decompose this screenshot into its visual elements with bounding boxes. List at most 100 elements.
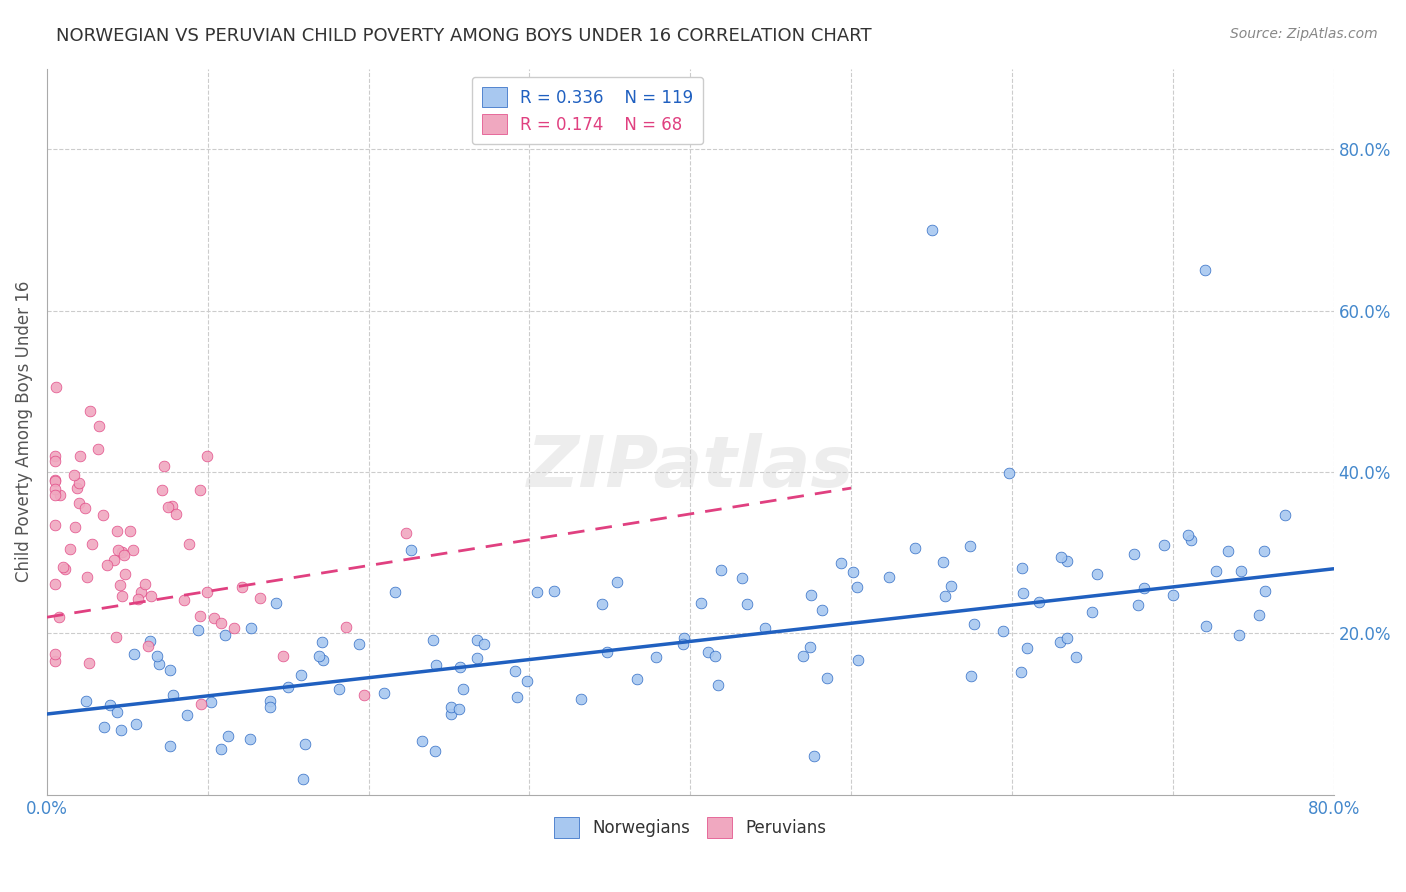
Point: [134, 577, 156, 591]
Point: [384, 585, 406, 599]
Point: [815, 671, 838, 685]
Point: [152, 459, 174, 474]
Point: [44, 449, 66, 463]
Point: [1123, 547, 1146, 561]
Point: [73, 501, 96, 516]
Point: [136, 639, 159, 653]
Point: [440, 700, 463, 714]
Point: [904, 541, 927, 555]
Point: [249, 591, 271, 606]
Point: [1194, 263, 1216, 277]
Point: [108, 578, 131, 592]
Point: [125, 717, 148, 731]
Point: [1216, 543, 1239, 558]
Point: [53, 562, 76, 576]
Point: [162, 688, 184, 702]
Point: [209, 742, 232, 756]
Point: [465, 633, 488, 648]
Point: [79, 656, 101, 670]
Point: [124, 647, 146, 661]
Point: [1081, 605, 1104, 619]
Point: [63, 467, 86, 482]
Point: [1227, 628, 1250, 642]
Point: [569, 691, 592, 706]
Point: [353, 688, 375, 702]
Point: [93, 720, 115, 734]
Point: [411, 734, 433, 748]
Point: [105, 524, 128, 538]
Point: [148, 657, 170, 672]
Point: [200, 695, 222, 709]
Point: [526, 585, 548, 599]
Point: [792, 649, 814, 664]
Point: [1133, 581, 1156, 595]
Point: [264, 596, 287, 610]
Point: [176, 708, 198, 723]
Point: [111, 589, 134, 603]
Point: [1274, 508, 1296, 523]
Point: [240, 621, 263, 635]
Point: [453, 681, 475, 696]
Point: [177, 537, 200, 551]
Point: [312, 653, 335, 667]
Point: [190, 697, 212, 711]
Point: [103, 553, 125, 567]
Point: [645, 649, 668, 664]
Point: [673, 632, 696, 646]
Point: [395, 525, 418, 540]
Point: [591, 597, 613, 611]
Point: [877, 570, 900, 584]
Point: [52, 560, 75, 574]
Text: ZIPatlas: ZIPatlas: [527, 434, 853, 502]
Point: [1011, 665, 1033, 679]
Point: [105, 631, 128, 645]
Point: [44, 488, 66, 502]
Point: [187, 623, 209, 637]
Point: [222, 622, 245, 636]
Point: [308, 649, 330, 664]
Point: [703, 649, 725, 664]
Point: [69, 496, 91, 510]
Point: [830, 556, 852, 570]
Point: [173, 592, 195, 607]
Point: [156, 500, 179, 514]
Point: [44, 454, 66, 468]
Point: [503, 664, 526, 678]
Point: [150, 483, 173, 498]
Point: [114, 566, 136, 581]
Point: [294, 737, 316, 751]
Point: [335, 620, 357, 634]
Point: [145, 649, 167, 664]
Point: [1177, 527, 1199, 541]
Point: [328, 682, 350, 697]
Point: [800, 588, 823, 602]
Legend: Norwegians, Peruvians: Norwegians, Peruvians: [547, 811, 832, 845]
Point: [960, 669, 983, 683]
Point: [311, 635, 333, 649]
Point: [1012, 586, 1035, 600]
Text: Source: ZipAtlas.com: Source: ZipAtlas.com: [1230, 27, 1378, 41]
Point: [44, 577, 66, 591]
Point: [440, 707, 463, 722]
Point: [1056, 554, 1078, 568]
Point: [1050, 550, 1073, 565]
Point: [506, 690, 529, 705]
Point: [209, 616, 232, 631]
Point: [195, 585, 218, 599]
Point: [202, 611, 225, 625]
Point: [96, 558, 118, 572]
Point: [707, 678, 730, 692]
Point: [188, 483, 211, 497]
Point: [991, 624, 1014, 638]
Point: [112, 548, 135, 562]
Point: [737, 597, 759, 611]
Point: [934, 589, 956, 603]
Point: [939, 579, 962, 593]
Point: [160, 500, 183, 514]
Point: [120, 524, 142, 539]
Point: [259, 694, 281, 708]
Point: [290, 668, 312, 682]
Point: [1085, 566, 1108, 581]
Point: [709, 563, 731, 577]
Point: [76, 569, 98, 583]
